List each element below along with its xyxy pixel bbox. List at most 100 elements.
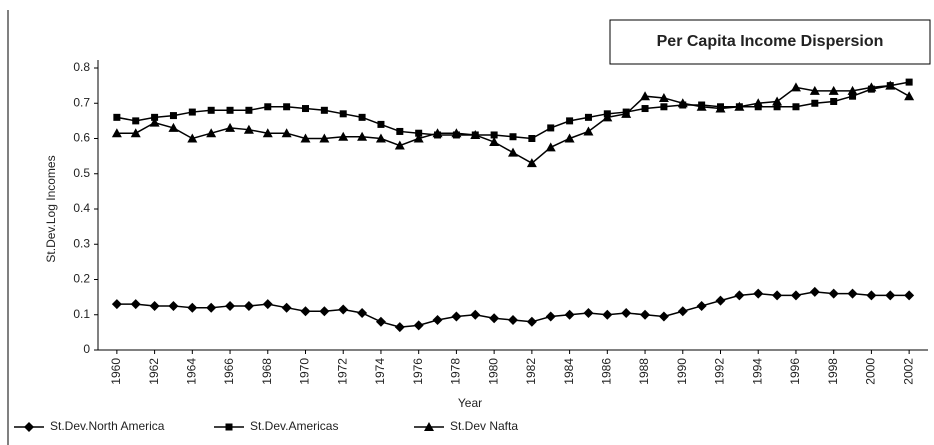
y-tick-label: 0.4	[73, 201, 90, 215]
data-point	[281, 128, 292, 138]
data-point	[828, 288, 839, 299]
data-point	[790, 82, 801, 92]
data-point	[262, 299, 273, 310]
data-point	[509, 133, 517, 141]
data-point	[394, 322, 405, 333]
x-tick-label: 1966	[222, 358, 236, 385]
data-point	[489, 313, 500, 324]
data-point	[338, 304, 349, 315]
data-point	[564, 309, 575, 320]
data-point	[904, 91, 915, 101]
data-point	[375, 133, 386, 143]
data-point	[508, 147, 518, 157]
data-point	[715, 295, 726, 306]
data-point	[187, 133, 198, 143]
data-point	[904, 290, 915, 301]
data-point	[753, 98, 764, 108]
data-point	[773, 103, 781, 111]
data-point	[849, 92, 857, 100]
data-point	[319, 133, 330, 143]
data-point	[168, 300, 179, 311]
data-point	[734, 290, 745, 301]
data-point	[658, 92, 669, 102]
data-point	[245, 106, 253, 114]
data-point	[583, 307, 594, 318]
data-point	[830, 97, 838, 105]
data-point	[130, 299, 141, 310]
data-point	[696, 101, 707, 111]
data-point	[809, 286, 820, 297]
data-point	[281, 302, 292, 313]
x-tick-label: 1978	[449, 358, 463, 385]
x-tick-label: 1982	[524, 358, 538, 385]
data-point	[225, 300, 236, 311]
data-point	[283, 103, 291, 111]
data-point	[451, 311, 462, 322]
data-point	[547, 124, 555, 132]
data-point	[432, 128, 443, 138]
data-point	[677, 306, 688, 317]
data-point	[149, 117, 160, 127]
data-point	[677, 98, 688, 108]
data-point	[847, 85, 858, 95]
data-point	[602, 309, 613, 320]
data-point	[396, 127, 404, 135]
x-tick-label: 1988	[637, 358, 651, 385]
data-point	[243, 124, 254, 134]
x-tick-label: 1996	[788, 358, 802, 385]
x-tick-label: 1970	[298, 358, 312, 385]
data-point	[734, 101, 745, 111]
legend-label: St.Dev.Americas	[250, 419, 338, 433]
legend-label: St.Dev Nafta	[450, 419, 518, 433]
legend-label: St.Dev.North America	[50, 419, 165, 433]
data-point	[149, 300, 160, 311]
x-tick-label: 1992	[713, 358, 727, 385]
y-tick-label: 0.6	[73, 131, 90, 145]
data-point	[564, 133, 575, 143]
x-tick-label: 2002	[901, 358, 915, 385]
legend-marker	[424, 422, 434, 431]
data-point	[130, 128, 141, 138]
x-tick-label: 1984	[562, 358, 576, 385]
x-tick-label: 1968	[260, 358, 274, 385]
data-point	[641, 105, 649, 113]
title-box	[609, 19, 931, 65]
y-tick-label: 0.7	[73, 95, 90, 109]
data-point	[660, 103, 668, 111]
data-point	[470, 129, 481, 139]
data-point	[905, 78, 913, 86]
y-tick-label: 0.3	[73, 236, 90, 250]
data-point	[339, 110, 347, 118]
data-point	[225, 122, 236, 132]
x-tick-label: 1980	[486, 358, 500, 385]
data-point	[696, 300, 707, 311]
data-point	[621, 108, 632, 118]
data-point	[566, 117, 574, 125]
x-tick-label: 2000	[864, 358, 878, 385]
data-point	[168, 122, 179, 132]
data-point	[621, 307, 632, 318]
data-point	[132, 117, 140, 125]
data-point	[264, 103, 272, 111]
y-tick-label: 0.5	[73, 166, 90, 180]
data-point	[772, 290, 783, 301]
data-point	[226, 106, 234, 114]
data-point	[828, 85, 839, 95]
data-point	[207, 106, 215, 114]
data-point	[319, 306, 330, 317]
data-point	[188, 108, 196, 116]
data-point	[377, 120, 385, 128]
data-point	[545, 142, 556, 152]
data-point	[300, 133, 311, 143]
data-point	[508, 315, 518, 326]
data-point	[602, 112, 613, 122]
legend-marker	[24, 422, 34, 432]
data-point	[413, 133, 424, 143]
x-tick-label: 1962	[147, 358, 161, 385]
data-point	[111, 299, 122, 310]
data-point	[413, 320, 424, 331]
y-tick-label: 0.8	[73, 60, 90, 74]
x-tick-label: 1976	[411, 358, 425, 385]
data-point	[583, 126, 594, 136]
